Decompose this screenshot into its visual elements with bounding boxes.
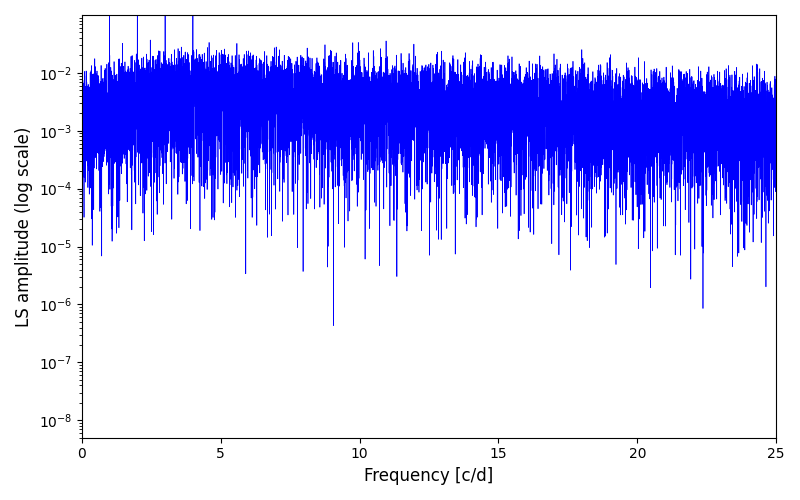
X-axis label: Frequency [c/d]: Frequency [c/d] bbox=[364, 467, 494, 485]
Y-axis label: LS amplitude (log scale): LS amplitude (log scale) bbox=[15, 126, 33, 326]
